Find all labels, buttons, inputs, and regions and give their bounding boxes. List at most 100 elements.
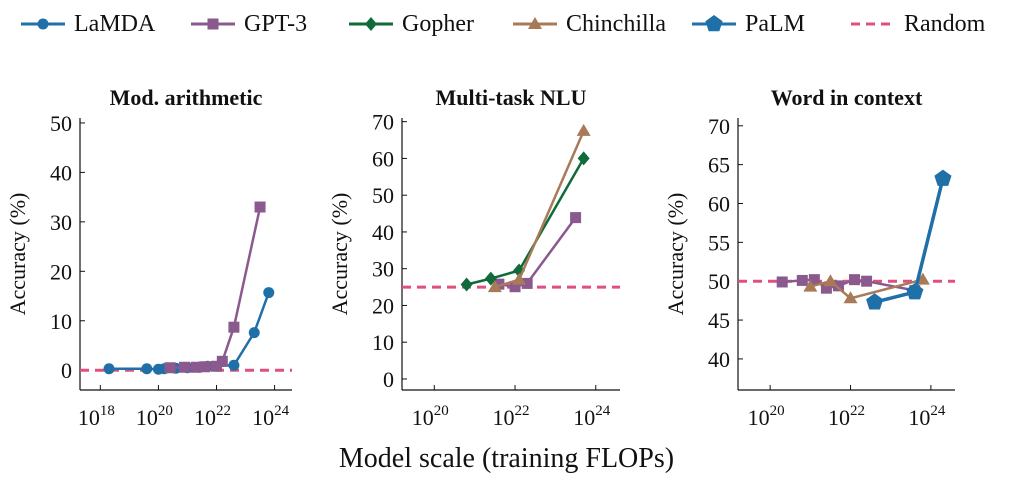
- data-point-gpt-3: [216, 355, 228, 367]
- y-tick-label: 30: [372, 257, 394, 282]
- legend-item-gopher: Gopher: [346, 8, 474, 40]
- data-point-chinchilla: [576, 123, 591, 136]
- legend-marker-lamda: [37, 18, 49, 30]
- data-point-gopher: [460, 277, 473, 292]
- data-point-gpt-3: [849, 274, 861, 286]
- series-line-gopher: [466, 157, 585, 286]
- x-tick-label: 1024: [252, 403, 290, 430]
- chart-legend: LaMDA GPT-3 Gopher Chinchilla PaLM Random: [0, 0, 1013, 50]
- y-tick-label: 0: [61, 358, 72, 383]
- data-point-gpt-3: [164, 362, 176, 374]
- data-point-gpt-3: [179, 361, 191, 373]
- x-tick-label: 1020: [136, 403, 173, 430]
- data-point-gpt-3: [210, 360, 222, 372]
- legend-marker-gpt-3: [207, 18, 219, 30]
- legend-swatch-gopher: [349, 17, 393, 31]
- y-tick-label: 70: [708, 114, 730, 139]
- y-tick-label: 65: [708, 153, 730, 178]
- legend-label-palm: PaLM: [745, 10, 805, 37]
- data-point-lamda: [263, 287, 275, 299]
- data-point-gpt-3: [199, 361, 211, 373]
- legend-label-chinchilla: Chinchilla: [566, 10, 666, 37]
- y-tick-label: 10: [372, 330, 394, 355]
- data-point-lamda: [228, 359, 240, 371]
- y-tick-label: 55: [708, 230, 730, 255]
- panel-title: Word in context: [771, 85, 923, 110]
- panel-title: Multi-task NLU: [436, 85, 587, 110]
- legend-label-gopher: Gopher: [402, 10, 474, 37]
- series-chinchilla: [803, 272, 930, 304]
- data-point-gpt-3: [796, 274, 808, 286]
- data-point-gpt-3: [190, 361, 202, 373]
- legend-label-random: Random: [904, 10, 986, 37]
- legend-marker-gopher: [365, 17, 377, 31]
- series-line-chinchilla: [494, 130, 585, 289]
- data-point-lamda: [248, 327, 260, 339]
- data-point-chinchilla: [512, 272, 527, 285]
- series-gopher: [460, 151, 590, 292]
- data-point-gopher: [577, 151, 590, 166]
- data-point-gpt-3: [832, 280, 844, 292]
- x-tick-label: 1024: [908, 403, 946, 430]
- data-point-lamda: [141, 363, 153, 375]
- y-tick-label: 40: [708, 347, 730, 372]
- data-point-chinchilla: [915, 272, 930, 285]
- x-tick-label: 1018: [78, 403, 115, 430]
- data-point-palm: [866, 293, 884, 310]
- y-tick-label: 10: [50, 309, 72, 334]
- y-tick-label: 20: [50, 259, 72, 284]
- y-tick-label: 20: [372, 293, 394, 318]
- data-point-palm: [934, 169, 952, 186]
- data-point-gpt-3: [493, 278, 505, 290]
- data-point-gpt-3: [521, 277, 533, 289]
- legend-label-lamda: LaMDA: [74, 10, 156, 37]
- series-gpt-3: [164, 201, 266, 374]
- data-point-chinchilla: [803, 279, 818, 292]
- legend-item-lamda: LaMDA: [18, 8, 155, 40]
- legend-item-palm: PaLM: [689, 8, 805, 40]
- y-tick-label: 60: [372, 146, 394, 171]
- x-tick-label: 1020: [748, 403, 785, 430]
- series-line-gpt-3: [498, 216, 577, 288]
- data-point-gpt-3: [808, 274, 820, 286]
- y-axis-label: Accuracy (%): [5, 193, 30, 316]
- series-lamda: [103, 287, 275, 375]
- y-tick-label: 30: [50, 210, 72, 235]
- y-tick-label: 50: [708, 269, 730, 294]
- data-point-gpt-3: [776, 276, 788, 288]
- legend-label-gpt-3: GPT-3: [244, 10, 308, 37]
- data-point-gpt-3: [509, 281, 521, 293]
- legend-item-chinchilla: Chinchilla: [510, 8, 666, 40]
- y-axis-label: Accuracy (%): [663, 193, 688, 316]
- legend-swatch-chinchilla: [513, 17, 557, 29]
- data-point-gpt-3: [254, 201, 266, 213]
- x-tick-label: 1024: [573, 403, 611, 430]
- data-point-gpt-3: [820, 282, 832, 294]
- y-tick-label: 0: [383, 367, 394, 392]
- series-line-chinchilla: [809, 278, 924, 300]
- x-tick-label: 1022: [194, 403, 231, 430]
- y-tick-label: 60: [708, 191, 730, 216]
- series-palm: [866, 169, 952, 310]
- x-tick-label: 1020: [412, 403, 449, 430]
- panel-title: Mod. arithmetic: [110, 85, 263, 110]
- series-gpt-3: [493, 212, 582, 293]
- shared-x-axis-label: Model scale (training FLOPs): [338, 443, 675, 474]
- series-line-lamda: [109, 292, 270, 371]
- x-tick-label: 1022: [828, 403, 865, 430]
- y-tick-label: 40: [372, 220, 394, 245]
- panel-word-in-context: Word in context 40 45 50 55 60 65 70 1020 1022 102…: [663, 85, 955, 430]
- data-point-gpt-3: [861, 275, 873, 287]
- legend-swatch-gpt-3: [191, 18, 235, 30]
- y-axis-label: Accuracy (%): [327, 193, 352, 316]
- legend-marker-palm: [705, 15, 723, 32]
- data-point-gpt-3: [228, 321, 240, 333]
- legend-item-gpt-3: GPT-3: [188, 8, 307, 40]
- legend-item-random: Random: [848, 8, 985, 40]
- y-tick-label: 50: [372, 183, 394, 208]
- y-tick-label: 70: [372, 110, 394, 135]
- series-chinchilla: [487, 123, 591, 293]
- x-tick-label: 1022: [493, 403, 530, 430]
